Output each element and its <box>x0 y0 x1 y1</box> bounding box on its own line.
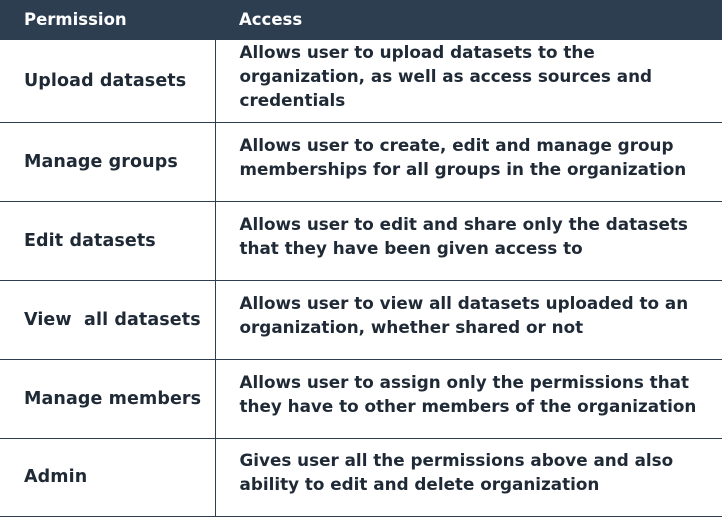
access-column-header: Access <box>215 0 722 39</box>
table-row: Edit datasets Allows user to edit and sh… <box>0 200 722 281</box>
table-row: Upload datasets Allows user to upload da… <box>0 38 722 123</box>
access-cell: Allows user to edit and share only the d… <box>214 200 722 281</box>
access-cell: Gives user all the permissions above and… <box>214 437 722 517</box>
table-row: View all datasets Allows user to view al… <box>0 279 722 360</box>
table-header: Permission Access <box>0 0 722 39</box>
table-row: Manage groups Allows user to create, edi… <box>0 121 722 202</box>
header-row: Permission Access <box>0 0 722 39</box>
access-cell: Allows user to upload datasets to the or… <box>214 38 722 123</box>
permission-cell: Admin <box>0 437 216 517</box>
permission-cell: Upload datasets <box>0 38 216 123</box>
table-row: Manage members Allows user to assign onl… <box>0 358 722 439</box>
access-cell: Allows user to assign only the permissio… <box>214 358 722 439</box>
permission-cell: Manage groups <box>0 121 216 202</box>
permission-cell: Manage members <box>0 358 216 439</box>
access-cell: Allows user to view all datasets uploade… <box>214 279 722 360</box>
permission-cell: View all datasets <box>0 279 216 360</box>
table-body: Upload datasets Allows user to upload da… <box>0 38 722 517</box>
permission-cell: Edit datasets <box>0 200 216 281</box>
access-cell: Allows user to create, edit and manage g… <box>214 121 722 202</box>
table-row: Admin Gives user all the permissions abo… <box>0 437 722 517</box>
permission-column-header: Permission <box>0 0 215 39</box>
